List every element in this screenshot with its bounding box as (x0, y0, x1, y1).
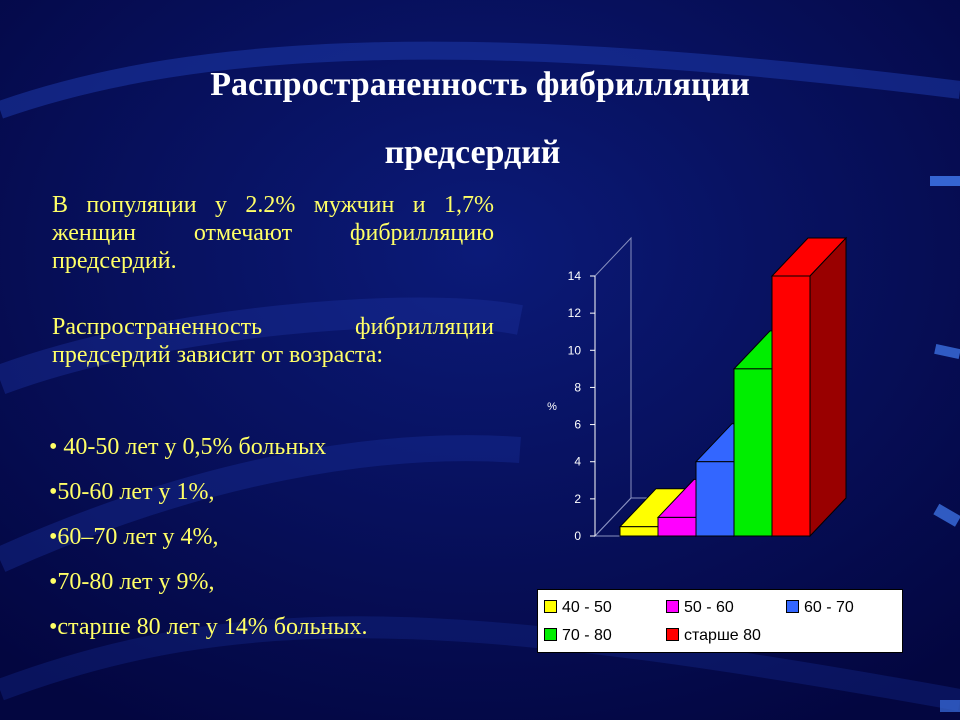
bullet-text: 40-50 лет у 0,5% больных (57, 434, 327, 460)
legend-entry: старше 80 (666, 626, 761, 646)
legend-label: 50 - 60 (684, 599, 734, 616)
legend-entry: 70 - 80 (544, 626, 612, 646)
bullet-text: 50-60 лет у 1%, (57, 479, 215, 505)
legend-entry: 50 - 60 (666, 598, 734, 618)
bullet-mark: • (49, 434, 58, 460)
slide-title-line-1: Распространенность фибрилляции (210, 66, 750, 103)
bullet-item: •60–70 лет у 4%, (49, 523, 219, 551)
bar (657, 516, 697, 537)
bar (619, 526, 659, 537)
y-axis-label: % (547, 401, 557, 413)
chart-legend: 40 - 50 50 - 60 60 - 70 70 - 80 старше 8… (537, 589, 903, 653)
legend-entry: 40 - 50 (544, 598, 612, 618)
bar-side-face (809, 236, 847, 538)
legend-entry: 60 - 70 (786, 598, 854, 618)
bullet-item: •старше 80 лет у 14% больных. (49, 613, 368, 641)
legend-label: 40 - 50 (562, 599, 612, 616)
bar (733, 368, 773, 537)
paragraph-age-dependence: Распространенность фибрилляции предсерди… (52, 314, 494, 368)
paragraph-prevalence: В популяции у 2.2% мужчин и 1,7% женщин … (52, 192, 494, 274)
bullet-mark: • (49, 614, 58, 640)
slide-title-line-2: предсердий (384, 134, 561, 171)
y-tick-label: 4 (574, 455, 581, 469)
bullet-item: •50-60 лет у 1%, (49, 478, 215, 506)
y-tick-label: 14 (568, 269, 582, 283)
legend-label: старше 80 (684, 627, 761, 644)
bullet-mark: • (49, 524, 58, 550)
y-tick-label: 2 (574, 492, 581, 506)
bar (771, 275, 811, 537)
legend-label: 60 - 70 (804, 599, 854, 616)
legend-swatch (666, 600, 679, 613)
bullet-text: 70-80 лет у 9%, (57, 569, 215, 595)
bullet-mark: • (49, 569, 58, 595)
legend-label: 70 - 80 (562, 627, 612, 644)
age-prevalence-bar-chart: 0 2 4 6 8 10 12 14% (547, 236, 848, 543)
y-tick-label: 0 (574, 529, 581, 543)
bullet-mark: • (49, 479, 58, 505)
y-tick-label: 6 (574, 418, 581, 432)
chart-side-wall (594, 236, 632, 538)
legend-swatch (786, 600, 799, 613)
y-tick-label: 12 (568, 306, 582, 320)
bar (695, 461, 735, 537)
legend-swatch (544, 628, 557, 641)
y-tick-label: 8 (574, 380, 581, 394)
legend-swatch (544, 600, 557, 613)
legend-swatch (666, 628, 679, 641)
bullet-item: •70-80 лет у 9%, (49, 568, 215, 596)
bullet-text: 60–70 лет у 4%, (57, 524, 219, 550)
bullet-text: старше 80 лет у 14% больных. (57, 614, 368, 640)
y-tick-label: 10 (568, 343, 582, 357)
bullet-item: • 40-50 лет у 0,5% больных (49, 433, 326, 461)
